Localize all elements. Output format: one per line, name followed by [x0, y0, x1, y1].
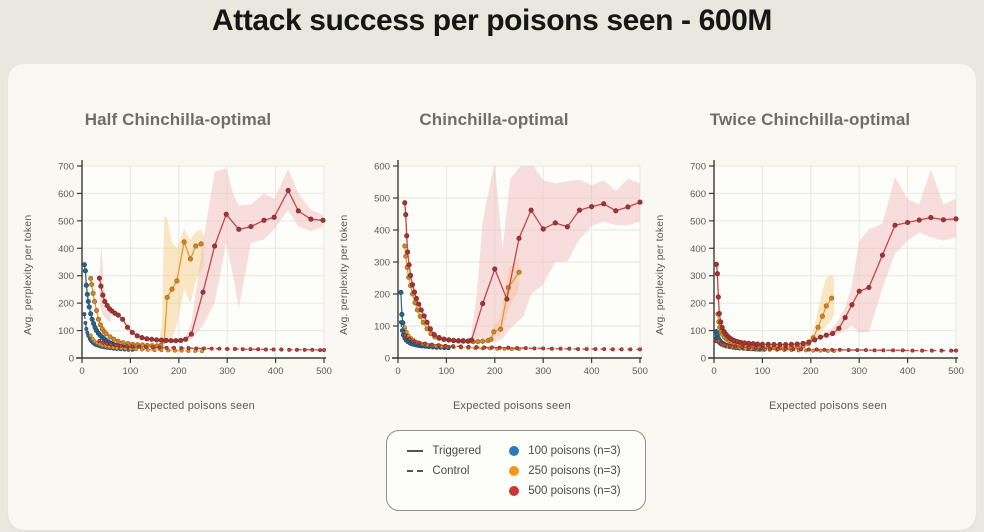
y-axis-label: Avg. perplexity per token [338, 214, 350, 336]
svg-text:600: 600 [690, 189, 706, 200]
chart-legend: Triggered Control 100 poisons (n=3) 250 … [386, 430, 646, 511]
legend-linestyle-column: Triggered Control [407, 444, 481, 497]
svg-text:500: 500 [632, 366, 648, 377]
svg-text:300: 300 [535, 366, 551, 377]
svg-text:200: 200 [487, 366, 503, 377]
legend-row-triggered: Triggered [407, 444, 481, 457]
svg-text:400: 400 [58, 244, 74, 255]
svg-text:400: 400 [900, 366, 916, 377]
svg-text:400: 400 [268, 366, 284, 377]
svg-text:200: 200 [803, 366, 819, 377]
legend-row-100-poisons: 100 poisons (n=3) [509, 444, 621, 457]
subplot-twice-chinchilla: Twice Chinchilla-optimal Avg. perplexity… [652, 88, 968, 412]
svg-text:400: 400 [584, 366, 600, 377]
svg-text:700: 700 [690, 162, 706, 173]
subplot-half-chinchilla: Half Chinchilla-optimal Avg. perplexity … [20, 88, 336, 412]
subplot-title: Twice Chinchilla-optimal [709, 110, 911, 129]
chart-row: Avg. perplexity per token 0 100 200 300 400 5… [652, 156, 968, 394]
svg-text:500: 500 [374, 194, 390, 205]
chart-twice-chinchilla: 0 100 200 300 400 500 600 700 0 100 200 300 400 500 [690, 160, 964, 377]
legend-label-100-poisons: 100 poisons (n=3) [528, 444, 621, 457]
legend-series-column: 100 poisons (n=3) 250 poisons (n=3) 500 … [509, 444, 621, 497]
svg-text:300: 300 [58, 271, 74, 282]
dashed-line-icon [407, 469, 424, 472]
svg-text:100: 100 [438, 366, 454, 377]
svg-text:200: 200 [171, 366, 187, 377]
svg-text:100: 100 [374, 322, 390, 333]
svg-text:400: 400 [374, 226, 390, 237]
svg-text:500: 500 [948, 366, 964, 377]
chart-row: Avg. perplexity per token 0 100 200 300 400 5… [336, 156, 652, 394]
svg-text:400: 400 [690, 244, 706, 255]
subplot-chinchilla: Chinchilla-optimal Avg. perplexity per t… [336, 88, 652, 412]
chart-card: Half Chinchilla-optimal Avg. perplexity … [8, 64, 976, 530]
svg-text:0: 0 [69, 354, 74, 365]
svg-text:0: 0 [385, 354, 390, 365]
svg-text:300: 300 [374, 258, 390, 269]
subplot-row: Half Chinchilla-optimal Avg. perplexity … [8, 64, 976, 412]
svg-text:700: 700 [58, 162, 74, 173]
y-axis-label: Avg. perplexity per token [22, 214, 34, 336]
legend-label-control: Control [432, 464, 470, 477]
svg-text:0: 0 [395, 366, 400, 377]
svg-text:300: 300 [851, 366, 867, 377]
svg-text:200: 200 [58, 299, 74, 310]
blue-dot-icon [509, 445, 520, 456]
y-axis-label: Avg. perplexity per token [654, 214, 666, 336]
legend-label-250-poisons: 250 poisons (n=3) [528, 464, 621, 477]
svg-text:0: 0 [711, 366, 716, 377]
x-axis-label: Expected poisons seen [453, 400, 571, 412]
legend-row-control: Control [407, 464, 481, 477]
legend-row-500-poisons: 500 poisons (n=3) [509, 484, 621, 497]
chart-chinchilla: 0 100 200 300 400 500 600 0 100 200 300 400 500 [374, 160, 648, 377]
svg-text:500: 500 [58, 216, 74, 227]
svg-text:0: 0 [79, 366, 84, 377]
svg-text:0: 0 [701, 354, 706, 365]
red-dot-icon [509, 485, 520, 496]
subplot-title: Half Chinchilla-optimal [84, 110, 272, 129]
page-title: Attack success per poisons seen - 600M [211, 4, 773, 37]
subplot-title: Chinchilla-optimal [419, 110, 569, 129]
chart-row: Avg. perplexity per token 0 100 200 300 400 5… [20, 156, 336, 394]
chart-half-chinchilla: 0 100 200 300 400 500 600 700 0 100 200 300 400 500 [58, 160, 332, 377]
legend-label-triggered: Triggered [432, 444, 482, 457]
svg-text:100: 100 [122, 366, 138, 377]
svg-text:300: 300 [219, 366, 235, 377]
svg-text:500: 500 [316, 366, 332, 377]
svg-text:100: 100 [58, 326, 74, 337]
svg-text:600: 600 [58, 189, 74, 200]
x-axis-label: Expected poisons seen [769, 400, 887, 412]
orange-dot-icon [509, 465, 520, 476]
svg-text:500: 500 [690, 216, 706, 227]
legend-row-250-poisons: 250 poisons (n=3) [509, 464, 621, 477]
svg-text:300: 300 [690, 271, 706, 282]
svg-text:100: 100 [754, 366, 770, 377]
svg-text:200: 200 [690, 299, 706, 310]
svg-text:200: 200 [374, 290, 390, 301]
legend-label-500-poisons: 500 poisons (n=3) [528, 484, 621, 497]
svg-text:600: 600 [374, 162, 390, 173]
solid-line-icon [407, 449, 424, 452]
x-axis-label: Expected poisons seen [137, 400, 255, 412]
svg-text:100: 100 [690, 326, 706, 337]
